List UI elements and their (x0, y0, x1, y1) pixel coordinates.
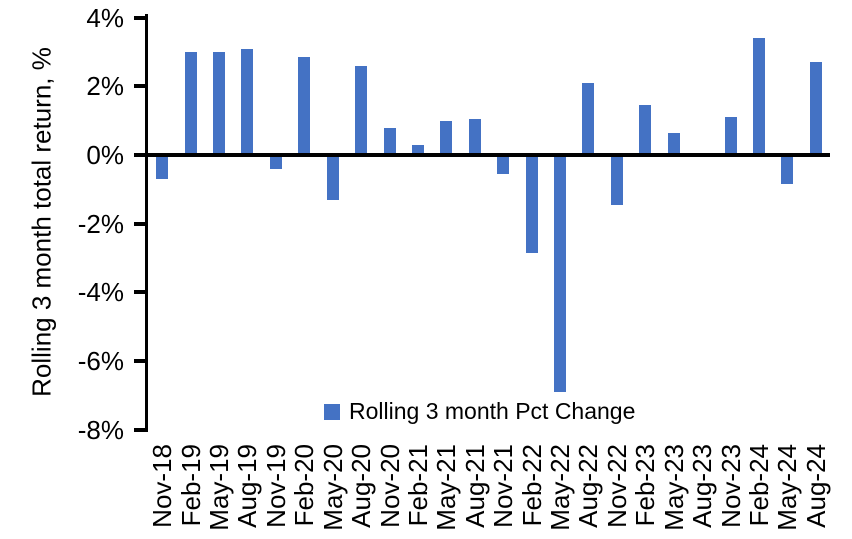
x-tick-label: Aug-24 (800, 444, 831, 528)
x-tick-label: May-22 (545, 444, 576, 531)
x-tick-label: Nov-21 (488, 444, 519, 528)
bar-Nov-22 (610, 155, 623, 205)
x-tick-label: May-21 (431, 444, 462, 531)
bar-Nov-21 (497, 155, 510, 174)
bar-Aug-22 (582, 82, 595, 155)
bar-Nov-20 (383, 127, 396, 155)
bar-Feb-22 (525, 155, 538, 253)
bar-Feb-19 (184, 51, 197, 155)
y-tick-label: 0% (86, 140, 124, 170)
bar-May-23 (667, 132, 680, 155)
legend-label: Rolling 3 month Pct Change (349, 398, 636, 424)
bar-Aug-21 (468, 118, 481, 155)
x-tick-label: Aug-22 (573, 444, 604, 528)
bar-Feb-23 (639, 105, 652, 155)
bar-Nov-23 (724, 117, 737, 155)
y-tick-label: -4% (77, 277, 124, 308)
y-tick-label: 4% (86, 2, 124, 33)
x-tick-label: Nov-23 (715, 444, 746, 528)
y-tick-mark (134, 15, 145, 20)
bar-Feb-21 (411, 144, 424, 155)
y-tick-label: 2% (86, 71, 124, 102)
bar-May-20 (326, 155, 339, 200)
y-tick-mark (134, 359, 145, 364)
x-tick-label: May-23 (658, 444, 689, 531)
y-tick-label: -6% (77, 346, 124, 377)
x-tick-label: May-24 (772, 444, 803, 531)
legend-swatch-icon (324, 403, 340, 420)
bar-May-24 (781, 155, 794, 185)
x-tick-label: Feb-19 (175, 444, 206, 527)
x-tick-label: Feb-20 (289, 444, 320, 527)
x-tick-label: Nov-20 (374, 444, 405, 528)
x-tick-label: Nov-19 (260, 444, 291, 528)
y-tick-label: -8% (77, 414, 124, 445)
x-tick-label: May-19 (204, 444, 235, 531)
zero-baseline (145, 153, 830, 157)
bar-Feb-20 (298, 57, 311, 155)
y-tick-label: -2% (77, 208, 124, 239)
y-tick-mark (134, 221, 145, 226)
y-tick-mark (134, 153, 145, 157)
x-tick-label: Feb-23 (630, 444, 661, 527)
x-tick-label: Aug-19 (232, 444, 263, 528)
y-tick-mark (134, 427, 145, 432)
x-tick-label: Nov-22 (601, 444, 632, 528)
x-tick-label: Aug-21 (459, 444, 490, 528)
x-tick-label: Aug-20 (346, 444, 377, 528)
x-tick-label: Feb-22 (516, 444, 547, 527)
bar-Aug-19 (241, 48, 254, 155)
bar-Feb-24 (752, 38, 765, 155)
bar-Nov-19 (269, 155, 282, 169)
y-tick-mark (134, 290, 145, 295)
bar-Nov-18 (156, 155, 169, 180)
x-tick-label: Feb-21 (402, 444, 433, 527)
bar-Aug-24 (809, 62, 822, 155)
x-tick-label: Aug-23 (687, 444, 718, 528)
legend: Rolling 3 month Pct Change (324, 398, 635, 425)
bar-May-21 (440, 120, 453, 155)
x-tick-label: May-20 (317, 444, 348, 531)
x-tick-label: Nov-18 (147, 444, 178, 528)
y-axis-line (145, 14, 148, 432)
y-tick-mark (134, 84, 145, 89)
bar-May-22 (554, 155, 567, 392)
bar-Aug-20 (355, 65, 368, 155)
bar-May-19 (213, 51, 226, 155)
x-tick-label: Feb-24 (743, 444, 774, 527)
